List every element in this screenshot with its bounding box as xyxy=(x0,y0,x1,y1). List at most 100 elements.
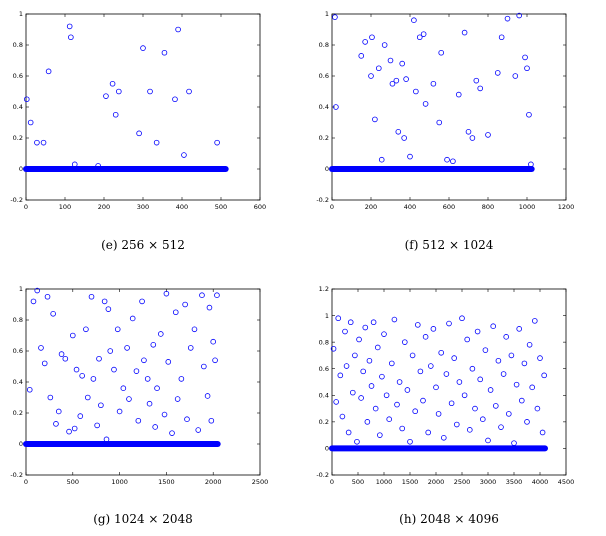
data-point xyxy=(467,427,473,433)
data-point xyxy=(83,326,89,333)
data-point xyxy=(472,405,478,412)
data-point xyxy=(342,328,348,335)
data-point xyxy=(66,23,73,30)
plot-frame xyxy=(331,288,567,476)
x-tick-label: 0 xyxy=(330,203,334,211)
data-point xyxy=(53,421,59,427)
data-point xyxy=(416,34,423,41)
data-point xyxy=(62,355,69,362)
data-point xyxy=(465,129,472,135)
data-point xyxy=(126,396,132,402)
data-point xyxy=(204,393,211,399)
x-tick-label: 3000 xyxy=(480,478,497,486)
y-tick-label: 1 xyxy=(19,285,23,293)
data-point xyxy=(369,34,375,41)
data-point xyxy=(498,34,505,41)
data-point xyxy=(513,381,520,388)
x-tick-label: 500 xyxy=(67,478,79,486)
data-point xyxy=(26,386,33,393)
x-tick-label: 2500 xyxy=(252,478,269,486)
data-point xyxy=(532,318,538,324)
data-point xyxy=(339,413,346,420)
data-point xyxy=(389,360,395,367)
data-point xyxy=(389,80,396,87)
x-tick-label: 3500 xyxy=(506,478,523,486)
data-point xyxy=(191,326,198,333)
data-point xyxy=(109,80,116,87)
chart-g: 0 500 1000 1500 2000 2500-0.200.20.40.60.81 xyxy=(10,285,269,486)
data-point xyxy=(206,304,213,311)
data-point xyxy=(71,425,78,432)
data-point xyxy=(372,116,378,123)
y-tick-label: 0 xyxy=(19,440,23,448)
caption-h: (h) 2048 × 4096 xyxy=(399,512,499,526)
data-point xyxy=(139,298,145,305)
data-point xyxy=(116,88,122,95)
x-tick-label: 500 xyxy=(215,203,227,211)
data-point xyxy=(174,396,181,402)
data-point xyxy=(402,339,408,345)
data-point xyxy=(401,135,407,141)
x-tick-label: 200 xyxy=(98,203,110,211)
chart-f: 0 200 400 600 800 1000 1200-0.200.20.40.60.81 xyxy=(316,10,574,211)
data-point xyxy=(411,17,417,24)
data-point xyxy=(165,359,172,365)
data-point xyxy=(103,93,109,99)
chart-h: 0 500 1000 1500 2000 2500 3000 3500 4000 4500 -0.2… xyxy=(316,285,575,486)
data-point xyxy=(354,438,360,445)
data-point xyxy=(404,387,411,393)
data-point xyxy=(47,394,54,401)
data-point xyxy=(27,119,34,126)
data-point xyxy=(186,88,192,95)
x-tick-label: 600 xyxy=(443,203,455,211)
data-point xyxy=(395,129,402,135)
data-point xyxy=(68,34,74,41)
data-point xyxy=(487,387,494,393)
data-point xyxy=(537,355,543,361)
x-tick-label: 2000 xyxy=(205,478,222,486)
data-point xyxy=(503,334,510,340)
data-point xyxy=(450,158,456,165)
data-point xyxy=(40,139,47,146)
data-point xyxy=(451,355,458,361)
data-point xyxy=(446,320,452,327)
x-tick-label: 500 xyxy=(352,478,364,486)
x-tick-label: 4500 xyxy=(558,478,575,486)
data-point xyxy=(526,111,532,118)
data-point xyxy=(70,332,76,339)
y-tick-label: 1 xyxy=(325,312,329,320)
x-tick-label: 400 xyxy=(176,203,188,211)
data-point xyxy=(480,416,486,423)
data-point xyxy=(208,417,215,424)
x-tick-label: 1000 xyxy=(111,478,128,486)
y-tick-label: 0.4 xyxy=(319,103,329,111)
data-point xyxy=(393,77,400,84)
data-point xyxy=(79,373,85,379)
plot-frame xyxy=(25,13,261,201)
data-point xyxy=(381,331,387,337)
data-point xyxy=(362,324,369,331)
data-point xyxy=(469,135,476,141)
data-point xyxy=(172,309,179,316)
y-tick-label: 0.2 xyxy=(13,409,23,417)
y-tick-label: 0.8 xyxy=(13,316,23,324)
x-tick-label: 2000 xyxy=(428,478,445,486)
data-point xyxy=(140,45,146,51)
data-point xyxy=(133,368,140,374)
data-point xyxy=(66,428,72,435)
data-point xyxy=(55,408,62,415)
data-point xyxy=(430,80,437,87)
data-point xyxy=(214,292,220,299)
data-point xyxy=(141,357,147,364)
data-point xyxy=(335,315,342,322)
x-tick-label: 1500 xyxy=(158,478,175,486)
x-tick-label: 4000 xyxy=(532,478,549,486)
data-point xyxy=(111,366,117,373)
data-point xyxy=(347,319,354,326)
data-point xyxy=(494,70,501,76)
data-point xyxy=(172,96,178,103)
data-point xyxy=(30,298,37,305)
data-point xyxy=(512,73,519,79)
y-tick-label: 0.4 xyxy=(13,378,23,386)
data-point xyxy=(163,290,170,297)
